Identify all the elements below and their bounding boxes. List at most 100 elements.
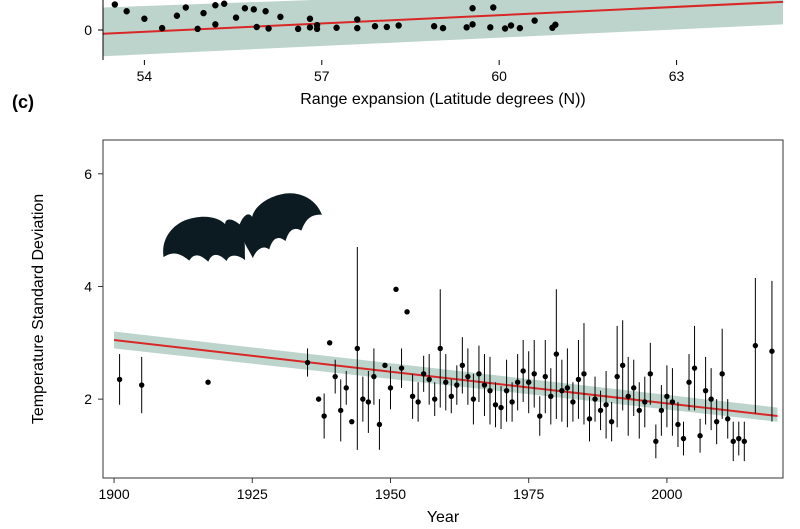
top-xtick-label: 57 [314,68,330,84]
bottom-point [686,380,691,385]
bottom-point [344,385,349,390]
bottom-point [515,380,520,385]
top-point [200,10,206,16]
top-point [384,24,390,30]
top-chart: 054576063Range expansion (Latitude degre… [84,0,783,108]
bottom-point [493,402,498,407]
bottom-point [371,374,376,379]
bottom-point [393,287,398,292]
bottom-point [614,374,619,379]
bottom-point [548,394,553,399]
bottom-point [205,380,210,385]
bottom-point [498,405,503,410]
bottom-point [449,394,454,399]
top-point [395,22,401,28]
top-point [307,16,313,22]
bottom-point [609,419,614,424]
bottom-point [471,396,476,401]
bottom-point [504,388,509,393]
top-point [552,22,558,28]
bottom-point [626,394,631,399]
bottom-point [692,365,697,370]
bottom-point [537,413,542,418]
top-point [354,16,360,22]
bottom-ytick-label: 4 [84,278,92,294]
bottom-point [736,436,741,441]
top-point [262,8,268,14]
top-point [141,16,147,22]
bottom-point [482,382,487,387]
bottom-point [432,396,437,401]
top-point [440,25,446,31]
bottom-ytick-label: 6 [84,166,92,182]
bottom-point [404,309,409,314]
top-point [469,5,475,11]
top-point [221,1,227,7]
top-point [469,21,475,27]
bottom-point [338,408,343,413]
top-point [307,24,313,30]
bottom-x-axis-label: Year [427,509,460,526]
top-point [112,1,118,7]
bottom-point [426,377,431,382]
top-ytick-label: 0 [84,22,92,38]
bottom-point [753,343,758,348]
bottom-point [443,380,448,385]
top-point [123,8,129,14]
bottom-point [642,399,647,404]
top-point [277,14,283,20]
bottom-point [355,346,360,351]
top-point [212,2,218,8]
top-point [502,25,508,31]
bottom-point [664,394,669,399]
top-point [531,17,537,23]
top-point [265,25,271,31]
bottom-point [620,363,625,368]
bottom-point [454,382,459,387]
bottom-point [714,419,719,424]
top-point [295,26,301,32]
bottom-point [465,374,470,379]
top-point [251,6,257,12]
bottom-point [316,396,321,401]
top-point [254,24,260,30]
bat-silhouette [156,185,328,280]
bottom-point [321,413,326,418]
bottom-point [554,351,559,356]
bottom-point [670,399,675,404]
bottom-point [697,433,702,438]
bottom-point [305,360,310,365]
top-point [431,23,437,29]
bottom-point [708,396,713,401]
top-point [463,24,469,30]
top-point [174,13,180,19]
top-point [354,25,360,31]
bottom-point [388,385,393,390]
bottom-point [731,439,736,444]
bottom-point [719,371,724,376]
top-point [183,4,189,10]
top-point [194,26,200,32]
bottom-panel-border [103,140,783,478]
top-point [314,22,320,28]
bottom-point [349,419,354,424]
bottom-point [725,416,730,421]
top-point [212,21,218,27]
bottom-point [631,385,636,390]
bottom-point [742,439,747,444]
bottom-point [592,396,597,401]
bottom-y-axis-label: Temperature Standard Deviation [30,194,47,424]
bottom-xtick-label: 1900 [98,486,129,502]
bat-icon [156,185,328,280]
bottom-point [570,399,575,404]
bottom-point [675,422,680,427]
top-point [508,22,514,28]
top-point [333,25,339,31]
bottom-point [360,396,365,401]
bottom-chart: 246Temperature Standard Deviation1900192… [30,140,783,526]
bottom-point [476,371,481,376]
bottom-point [139,382,144,387]
bottom-point [509,399,514,404]
bottom-point [460,363,465,368]
top-xtick-label: 54 [137,68,153,84]
